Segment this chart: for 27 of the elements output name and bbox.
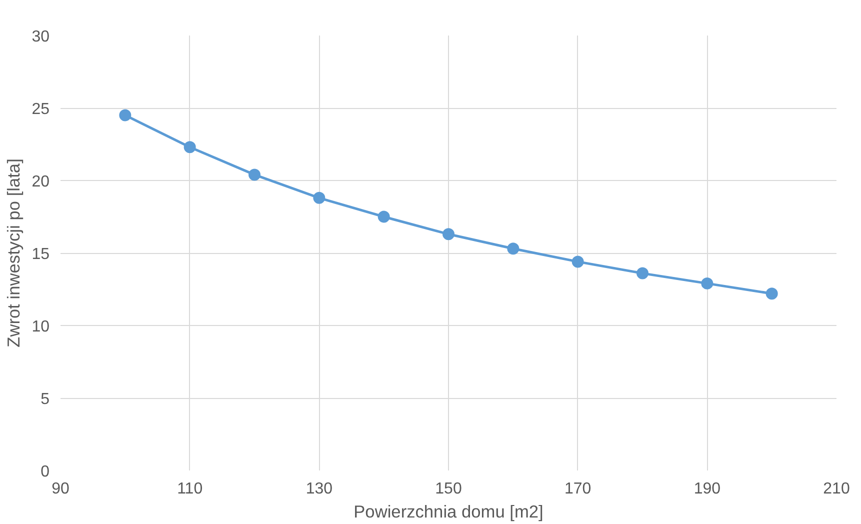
x-tick-label: 170 [564, 480, 592, 498]
y-tick-label: 5 [40, 391, 50, 408]
point [184, 141, 196, 154]
x-tick-label: 90 [52, 480, 70, 498]
y-tick-label: 0 [40, 464, 50, 480]
x-axis-title: Powierzchnia domu [m2] [354, 502, 544, 522]
y-tick-label: 30 [32, 28, 50, 46]
y-tick-label: 10 [32, 318, 50, 336]
x-tick-label: 110 [177, 480, 203, 498]
y-tick-label: 20 [32, 174, 50, 190]
y-tick-label: 25 [32, 101, 50, 118]
point [507, 242, 520, 255]
x-tick-label: 150 [435, 480, 462, 498]
point [119, 109, 132, 122]
y-axis-title: Zwrot inwestycji po [lata] [4, 158, 24, 348]
x-tick-label: 210 [823, 480, 850, 498]
point [572, 256, 584, 268]
point [701, 277, 714, 290]
point [766, 288, 778, 300]
point [248, 168, 260, 181]
point [378, 210, 390, 223]
y-tick-label: 15 [32, 246, 50, 263]
x-tick-label: 130 [306, 480, 333, 498]
point [636, 267, 648, 280]
point [313, 192, 326, 204]
point [442, 228, 454, 240]
x-tick-label: 190 [694, 480, 721, 498]
